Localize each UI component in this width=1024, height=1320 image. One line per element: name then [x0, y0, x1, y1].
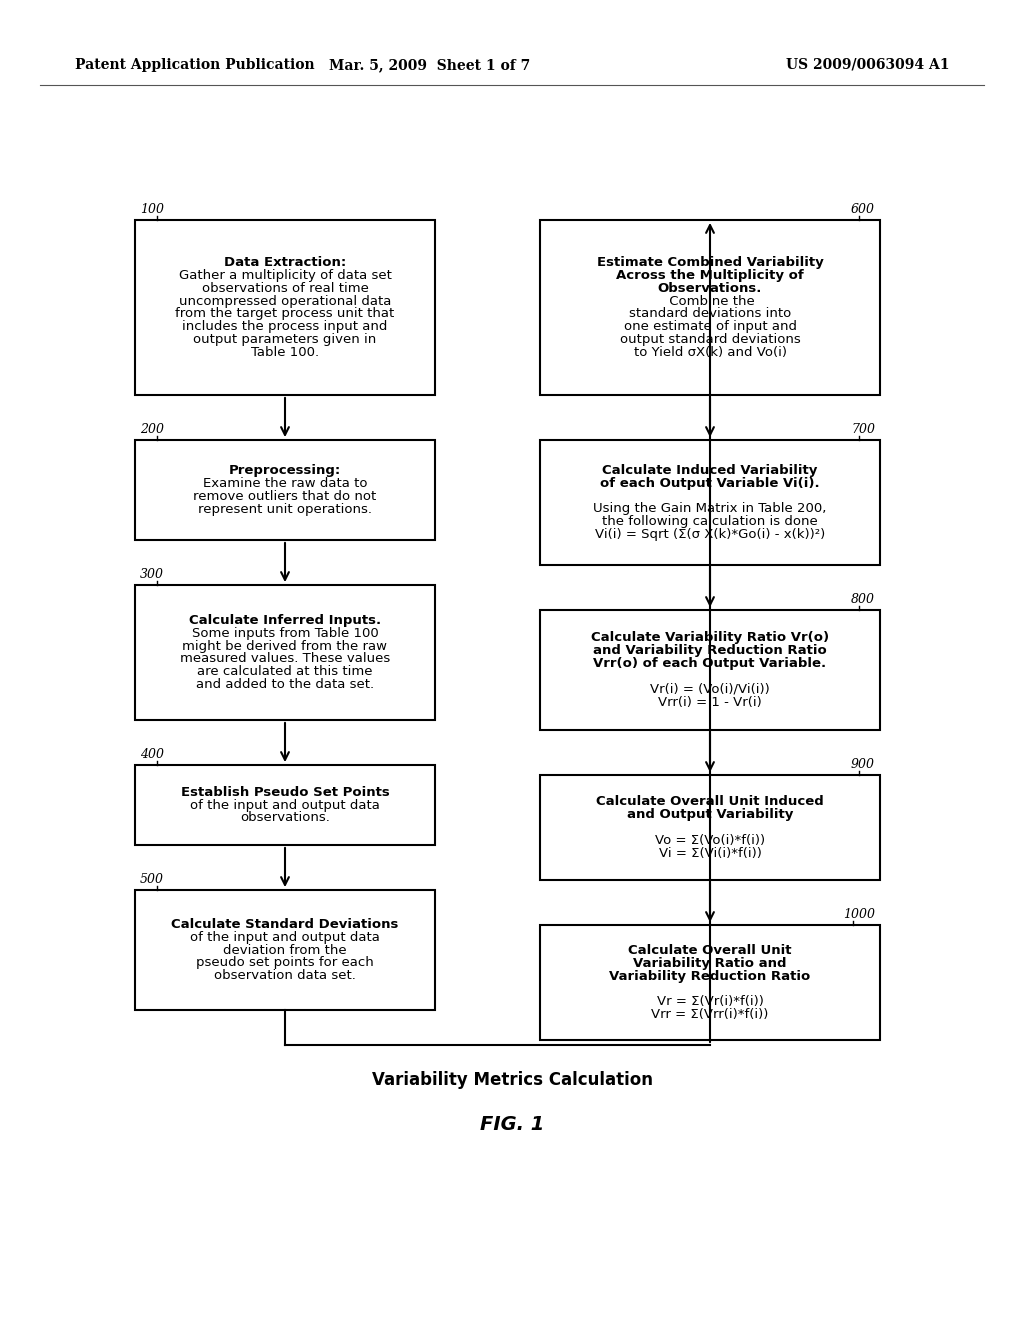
Text: and Output Variability: and Output Variability: [627, 808, 794, 821]
Text: Vr(i) = (Vo(i)/Vi(i)): Vr(i) = (Vo(i)/Vi(i)): [650, 682, 770, 696]
Text: and Variability Reduction Ratio: and Variability Reduction Ratio: [593, 644, 826, 657]
Text: Variability Metrics Calculation: Variability Metrics Calculation: [372, 1071, 652, 1089]
Text: of the input and output data: of the input and output data: [190, 799, 380, 812]
Text: US 2009/0063094 A1: US 2009/0063094 A1: [786, 58, 950, 73]
Text: Mar. 5, 2009  Sheet 1 of 7: Mar. 5, 2009 Sheet 1 of 7: [330, 58, 530, 73]
Text: Vrr = Σ(Vrr(i)*f(i)): Vrr = Σ(Vrr(i)*f(i)): [651, 1008, 769, 1022]
Text: and added to the data set.: and added to the data set.: [196, 678, 374, 692]
Text: 800: 800: [851, 593, 874, 606]
Text: Vrr(o) of each Output Variable.: Vrr(o) of each Output Variable.: [594, 657, 826, 671]
Bar: [540, 220, 880, 395]
Bar: [135, 585, 435, 719]
Text: the following calculation is done: the following calculation is done: [602, 515, 818, 528]
Text: Calculate Variability Ratio Vr(o): Calculate Variability Ratio Vr(o): [591, 631, 829, 644]
Text: Variability Reduction Ratio: Variability Reduction Ratio: [609, 970, 811, 982]
Text: Vo = Σ(Vo(i)*f(i)): Vo = Σ(Vo(i)*f(i)): [655, 834, 765, 847]
Text: includes the process input and: includes the process input and: [182, 321, 388, 333]
Bar: [135, 440, 435, 540]
Text: Observations.: Observations.: [657, 281, 762, 294]
Text: from the target process unit that: from the target process unit that: [175, 308, 394, 321]
Text: 900: 900: [851, 758, 874, 771]
Bar: [540, 610, 880, 730]
Text: Vi = Σ(Vi(i)*f(i)): Vi = Σ(Vi(i)*f(i)): [658, 846, 762, 859]
Text: 100: 100: [140, 203, 164, 216]
Text: uncompressed operational data: uncompressed operational data: [179, 294, 391, 308]
Text: observations.: observations.: [240, 812, 330, 824]
Text: of the input and output data: of the input and output data: [190, 931, 380, 944]
Text: output parameters given in: output parameters given in: [194, 333, 377, 346]
Bar: [135, 220, 435, 395]
Text: standard deviations into: standard deviations into: [629, 308, 792, 321]
Text: pseudo set points for each: pseudo set points for each: [197, 956, 374, 969]
Bar: [540, 775, 880, 880]
Text: Gather a multiplicity of data set: Gather a multiplicity of data set: [178, 269, 391, 282]
Text: Vrr(i) = 1 - Vr(i): Vrr(i) = 1 - Vr(i): [658, 696, 762, 709]
Text: Using the Gain Matrix in Table 200,: Using the Gain Matrix in Table 200,: [593, 503, 826, 515]
Bar: [135, 890, 435, 1010]
Bar: [135, 766, 435, 845]
Text: Calculate Overall Unit: Calculate Overall Unit: [629, 944, 792, 957]
Bar: [540, 925, 880, 1040]
Text: 600: 600: [851, 203, 874, 216]
Text: 500: 500: [140, 873, 164, 886]
Text: measured values. These values: measured values. These values: [180, 652, 390, 665]
Text: observations of real time: observations of real time: [202, 281, 369, 294]
Text: Vr = Σ(Vr(i)*f(i)): Vr = Σ(Vr(i)*f(i)): [656, 995, 764, 1008]
Text: 400: 400: [140, 748, 164, 762]
Text: remove outliers that do not: remove outliers that do not: [194, 490, 377, 503]
Text: Preprocessing:: Preprocessing:: [229, 465, 341, 478]
Text: of each Output Variable Vi(i).: of each Output Variable Vi(i).: [600, 477, 820, 490]
Text: 700: 700: [851, 422, 874, 436]
Text: output standard deviations: output standard deviations: [620, 333, 801, 346]
Text: deviation from the: deviation from the: [223, 944, 347, 957]
Text: FIG. 1: FIG. 1: [480, 1115, 544, 1134]
Text: might be derived from the raw: might be derived from the raw: [182, 640, 387, 652]
Text: Patent Application Publication: Patent Application Publication: [75, 58, 314, 73]
Text: observation data set.: observation data set.: [214, 969, 356, 982]
Text: Examine the raw data to: Examine the raw data to: [203, 477, 368, 490]
Text: Calculate Inferred Inputs.: Calculate Inferred Inputs.: [189, 614, 381, 627]
Text: Some inputs from Table 100: Some inputs from Table 100: [191, 627, 379, 640]
Text: Calculate Standard Deviations: Calculate Standard Deviations: [171, 917, 398, 931]
Text: represent unit operations.: represent unit operations.: [198, 503, 372, 516]
Text: are calculated at this time: are calculated at this time: [198, 665, 373, 678]
Text: Table 100.: Table 100.: [251, 346, 319, 359]
Text: Across the Multiplicity of: Across the Multiplicity of: [616, 269, 804, 282]
Text: to Yield σX(k) and Vo(i): to Yield σX(k) and Vo(i): [634, 346, 786, 359]
Text: Data Extraction:: Data Extraction:: [224, 256, 346, 269]
Text: Calculate Overall Unit Induced: Calculate Overall Unit Induced: [596, 796, 824, 808]
Text: 200: 200: [140, 422, 164, 436]
Bar: [540, 440, 880, 565]
Text: one estimate of input and: one estimate of input and: [624, 321, 797, 333]
Text: 300: 300: [140, 568, 164, 581]
Text: Calculate Induced Variability: Calculate Induced Variability: [602, 463, 818, 477]
Text: Establish Pseudo Set Points: Establish Pseudo Set Points: [180, 785, 389, 799]
Text: Vi(i) = Sqrt (Σ(σ X(k)*Go(i) - x(k))²): Vi(i) = Sqrt (Σ(σ X(k)*Go(i) - x(k))²): [595, 528, 825, 541]
Text: Estimate Combined Variability: Estimate Combined Variability: [597, 256, 823, 269]
Text: Combine the: Combine the: [666, 294, 755, 308]
Text: Variability Ratio and: Variability Ratio and: [633, 957, 786, 970]
Text: 1000: 1000: [843, 908, 874, 921]
